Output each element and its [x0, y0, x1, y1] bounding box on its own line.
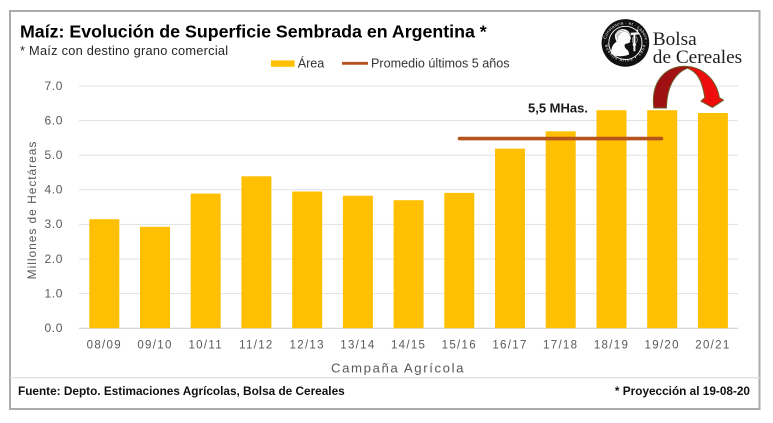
svg-text:6.0: 6.0 — [45, 113, 63, 127]
svg-text:08/09: 08/09 — [87, 340, 122, 352]
svg-text:09/10: 09/10 — [137, 340, 172, 352]
svg-text:12/13: 12/13 — [290, 340, 325, 352]
svg-text:3.0: 3.0 — [45, 217, 63, 231]
svg-text:19/20: 19/20 — [645, 340, 680, 352]
svg-text:4.0: 4.0 — [45, 183, 63, 197]
svg-text:5,5 MHas.: 5,5 MHas. — [528, 100, 588, 115]
svg-text:* Proyección al 19-08-20: * Proyección al 19-08-20 — [615, 384, 751, 398]
svg-text:16/17: 16/17 — [492, 340, 527, 352]
svg-text:17/18: 17/18 — [543, 340, 578, 352]
svg-text:5.0: 5.0 — [45, 148, 63, 162]
svg-text:0.0: 0.0 — [45, 321, 63, 335]
svg-text:Millones de Hectáreas: Millones de Hectáreas — [25, 141, 39, 280]
svg-text:14/15: 14/15 — [391, 340, 426, 352]
svg-text:10/11: 10/11 — [188, 340, 222, 352]
svg-text:Bolsa: Bolsa — [653, 29, 697, 50]
svg-text:Maíz: Evolución de Superficie: Maíz: Evolución de Superficie Sembrada e… — [20, 22, 487, 42]
svg-text:1.0: 1.0 — [45, 286, 63, 300]
svg-text:13/14: 13/14 — [340, 340, 375, 352]
svg-text:Campaña Agrícola: Campaña Agrícola — [331, 361, 465, 376]
svg-text:2.0: 2.0 — [45, 252, 63, 266]
svg-text:11/12: 11/12 — [239, 340, 273, 352]
svg-text:20/21: 20/21 — [695, 340, 730, 352]
svg-text:18/19: 18/19 — [594, 340, 629, 352]
svg-text:de Cereales: de Cereales — [653, 47, 742, 68]
svg-text:7.0: 7.0 — [45, 79, 63, 93]
svg-text:Fuente: Depto. Estimaciones Ag: Fuente: Depto. Estimaciones Agrícolas, B… — [18, 384, 345, 398]
svg-text:Área: Área — [298, 56, 325, 71]
svg-text:* Maíz con destino grano comer: * Maíz con destino grano comercial — [20, 43, 228, 58]
svg-text:15/16: 15/16 — [442, 340, 477, 352]
svg-text:Promedio últimos 5 años: Promedio últimos 5 años — [371, 57, 510, 71]
